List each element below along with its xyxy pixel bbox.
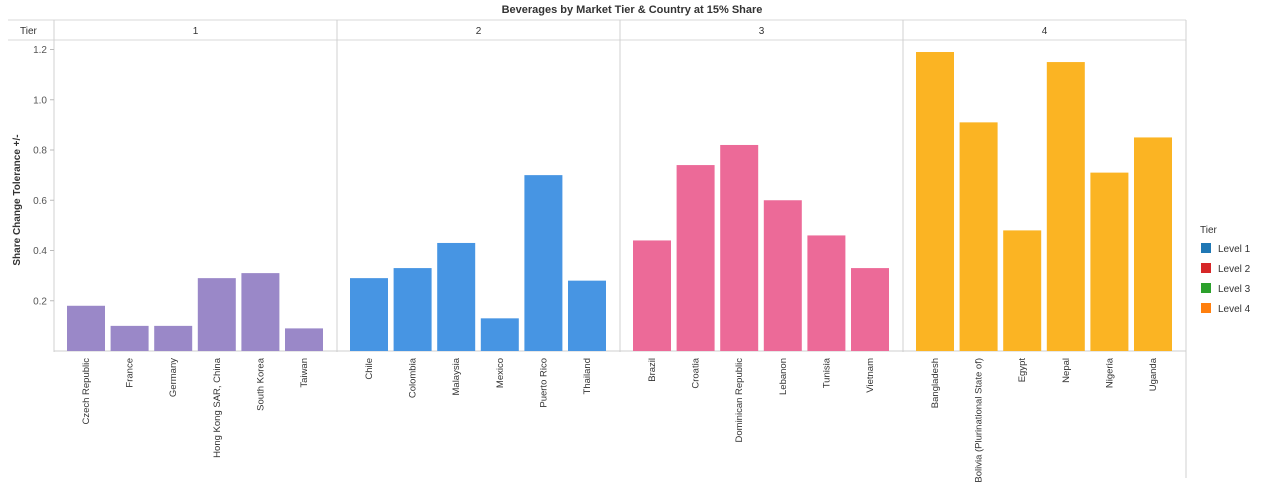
legend-title: Tier <box>1200 225 1218 236</box>
bar <box>807 235 846 351</box>
x-tick-label: Chile <box>364 358 375 380</box>
bar <box>1134 137 1172 351</box>
x-tick-label: Croatia <box>691 357 702 388</box>
panel-tier-3: 3 Brazil Croatia Dominican Republic Lebanon T… <box>633 26 889 442</box>
y-axis: 0.2 0.4 0.6 0.8 1.0 1.2 <box>33 45 54 307</box>
bar <box>916 52 954 351</box>
bar <box>197 278 236 351</box>
legend-item-label: Level 1 <box>1218 244 1251 255</box>
facet-header-label: Tier <box>20 26 38 37</box>
x-tick-label: Nigeria <box>1104 357 1115 388</box>
bar <box>1046 62 1085 351</box>
x-tick-label: Brazil <box>647 358 658 382</box>
x-tick-label: Colombia <box>408 357 419 398</box>
panel-header: 3 <box>759 26 765 37</box>
bar <box>720 144 759 351</box>
x-tick-label: Bangladesh <box>930 358 941 408</box>
y-tick-label: 1.2 <box>33 45 47 56</box>
x-tick-label: Germany <box>168 358 179 397</box>
bar <box>437 242 476 351</box>
bar <box>110 325 149 351</box>
bar <box>285 328 323 351</box>
panel-tier-2: 2 Chile Colombia Malaysia Mexico Puerto Rico T… <box>350 26 606 408</box>
bar <box>67 305 105 351</box>
x-tick-label: Thailand <box>582 358 593 394</box>
chart-frame <box>8 19 1187 478</box>
legend-item-label: Level 3 <box>1218 284 1251 295</box>
bar <box>1090 172 1129 351</box>
legend: Tier Level 1 Level 2 Level 3 Level 4 <box>1200 225 1251 315</box>
bar <box>568 280 606 351</box>
x-tick-label: Taiwan <box>299 358 310 388</box>
x-tick-label: Czech Republic <box>81 358 92 425</box>
bar <box>524 175 563 351</box>
y-tick-label: 0.8 <box>33 146 47 157</box>
legend-swatch <box>1201 303 1211 313</box>
bar <box>633 240 671 351</box>
legend-swatch <box>1201 283 1211 293</box>
bar <box>959 122 998 351</box>
panel-header: 1 <box>193 26 199 37</box>
x-tick-label: Nepal <box>1061 358 1072 383</box>
legend-item-label: Level 2 <box>1218 264 1251 275</box>
y-axis-label: Share Change Tolerance +/- <box>12 134 23 265</box>
x-tick-label: Hong Kong SAR, China <box>212 357 223 458</box>
x-tick-label: Bolivia (Plurinational State of) <box>974 358 985 483</box>
y-tick-label: 0.2 <box>33 296 47 307</box>
bar <box>480 318 519 351</box>
x-tick-label: Egypt <box>1017 358 1028 383</box>
y-tick-label: 0.6 <box>33 196 47 207</box>
panel-tier-1: 1 Czech Republic France Germany Hong Kong SA… <box>67 26 323 458</box>
bar <box>1003 230 1042 351</box>
panel-tier-4: 4 Bangladesh Bolivia (Plurinational State … <box>916 26 1172 483</box>
x-tick-label: Malaysia <box>451 357 462 395</box>
legend-swatch <box>1201 263 1211 273</box>
x-tick-label: Puerto Rico <box>538 358 549 408</box>
bar <box>350 278 388 351</box>
bar <box>154 325 193 351</box>
bar <box>851 268 889 351</box>
panel-header: 4 <box>1042 26 1048 37</box>
bar <box>241 273 280 351</box>
x-tick-label: Tunisia <box>821 357 832 388</box>
bar <box>393 268 432 351</box>
y-tick-label: 0.4 <box>33 246 47 257</box>
panels: 1 Czech Republic France Germany Hong Kong SA… <box>67 26 1172 483</box>
panel-header: 2 <box>476 26 482 37</box>
x-tick-label: France <box>125 358 136 388</box>
x-tick-label: Dominican Republic <box>734 358 745 443</box>
x-tick-label: South Korea <box>255 357 266 411</box>
x-tick-label: Mexico <box>495 358 506 388</box>
bar <box>676 165 715 351</box>
bar <box>763 200 802 351</box>
x-tick-label: Vietnam <box>865 358 876 393</box>
x-tick-label: Lebanon <box>778 358 789 395</box>
legend-item-label: Level 4 <box>1218 304 1251 315</box>
chart-title: Beverages by Market Tier & Country at 15… <box>502 4 763 16</box>
y-tick-label: 1.0 <box>33 95 47 106</box>
legend-swatch <box>1201 243 1211 253</box>
x-tick-label: Uganda <box>1148 357 1159 391</box>
